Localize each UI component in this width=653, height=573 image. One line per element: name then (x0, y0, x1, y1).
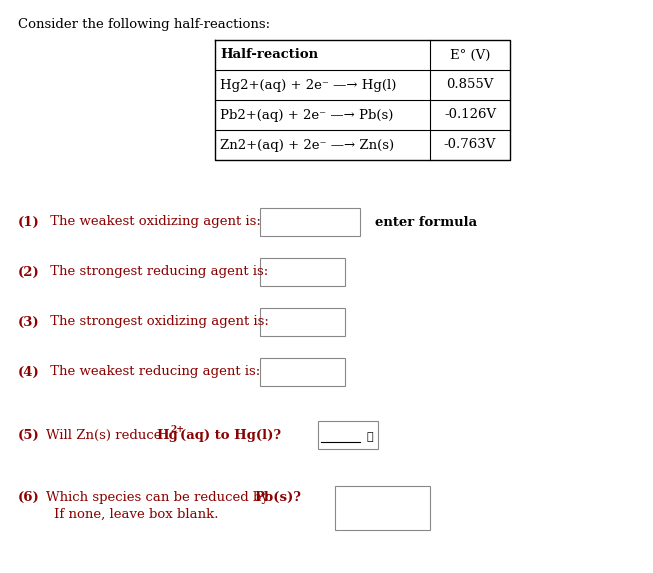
Bar (335, 486, 430, 530)
Bar (260, 208, 360, 236)
Text: (2): (2) (18, 265, 40, 278)
Bar (318, 421, 378, 449)
Text: (3): (3) (18, 316, 40, 328)
Text: (1): (1) (18, 215, 40, 229)
Text: Pb2+(aq) + 2e⁻ —→ Pb(s): Pb2+(aq) + 2e⁻ —→ Pb(s) (220, 108, 393, 121)
Text: (6): (6) (18, 490, 40, 504)
Text: ⌄: ⌄ (367, 432, 374, 442)
Bar (260, 358, 345, 386)
Bar (260, 258, 345, 286)
Text: The strongest reducing agent is:: The strongest reducing agent is: (46, 265, 268, 278)
Text: Pb(s)?: Pb(s)? (254, 490, 301, 504)
Text: (5): (5) (18, 429, 40, 442)
Text: 0.855V: 0.855V (446, 79, 494, 92)
Text: -0.126V: -0.126V (444, 108, 496, 121)
Text: Consider the following half-reactions:: Consider the following half-reactions: (18, 18, 270, 31)
Text: The weakest reducing agent is:: The weakest reducing agent is: (46, 366, 261, 379)
Text: E° (V): E° (V) (450, 49, 490, 61)
Text: (4): (4) (18, 366, 40, 379)
Text: enter formula: enter formula (375, 215, 477, 229)
Text: Half-reaction: Half-reaction (220, 49, 318, 61)
Text: Hg2+(aq) + 2e⁻ —→ Hg(l): Hg2+(aq) + 2e⁻ —→ Hg(l) (220, 79, 396, 92)
Text: The strongest oxidizing agent is:: The strongest oxidizing agent is: (46, 316, 269, 328)
Text: Hg: Hg (156, 429, 178, 442)
Text: Zn2+(aq) + 2e⁻ —→ Zn(s): Zn2+(aq) + 2e⁻ —→ Zn(s) (220, 139, 394, 151)
Bar (260, 308, 345, 336)
Text: (aq) to Hg(l)?: (aq) to Hg(l)? (180, 429, 281, 442)
Text: Which species can be reduced by: Which species can be reduced by (46, 490, 273, 504)
Text: 2+: 2+ (170, 426, 184, 434)
Text: If none, leave box blank.: If none, leave box blank. (54, 508, 219, 520)
Text: Will Zn(s) reduce: Will Zn(s) reduce (46, 429, 166, 442)
Text: -0.763V: -0.763V (444, 139, 496, 151)
Text: The weakest oxidizing agent is:: The weakest oxidizing agent is: (46, 215, 261, 229)
